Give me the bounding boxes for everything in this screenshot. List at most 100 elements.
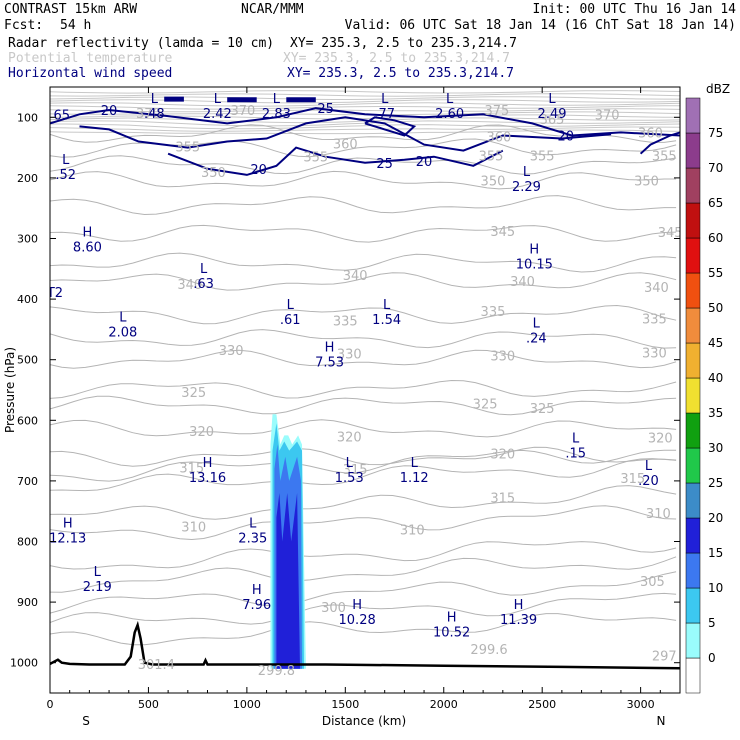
colorbar-level-label: 50 <box>708 301 723 315</box>
extremum-letter: L <box>548 92 556 107</box>
theta-label: 330 <box>490 349 515 364</box>
theta-contour <box>50 556 677 593</box>
extremum-letter: L <box>287 298 295 313</box>
extremum-letter: H <box>63 516 73 531</box>
field-name-theta: Potential temperature <box>8 51 173 66</box>
extremum-letter: L <box>119 310 127 325</box>
theta-label: 360 <box>486 131 511 146</box>
colorbar-swatch <box>685 412 701 449</box>
colorbar-swatch <box>685 307 701 344</box>
theta-label: 310 <box>400 523 425 538</box>
theta-label: 297 <box>652 649 677 664</box>
extremum-value: 2.19 <box>83 580 112 595</box>
field-xy-reflectivity: XY= 235.3, 2.5 to 235.3,214.7 <box>290 36 517 51</box>
extremum-letter: H <box>447 610 457 625</box>
colorbar-units: dBZ <box>706 82 730 96</box>
y-tick-label: 100 <box>17 111 38 124</box>
y-tick-label: 900 <box>17 596 38 609</box>
x-tick-label: 3000 <box>627 698 655 711</box>
theta-label: 320 <box>337 431 362 446</box>
theta-contour <box>50 99 680 104</box>
theta-label: 335 <box>642 312 667 327</box>
theta-label: 335 <box>481 305 506 320</box>
theta-label: 340 <box>644 281 669 296</box>
colorbar-level-label: 35 <box>708 406 723 420</box>
theta-contour <box>50 541 677 570</box>
colorbar-swatch <box>685 97 701 134</box>
theta-label: 310 <box>181 520 206 535</box>
theta-label: 325 <box>181 386 206 401</box>
x-tick-label: 2500 <box>528 698 556 711</box>
theta-label: 355 <box>652 149 677 164</box>
theta-label: 375 <box>484 104 509 119</box>
extremum-letter: L <box>411 456 419 471</box>
wind-speed-label: 20 <box>101 104 118 119</box>
colorbar-swatch <box>685 482 701 519</box>
wind-speed-contour <box>50 107 680 137</box>
reflectivity-20dbz <box>276 493 300 669</box>
y-tick-label: 800 <box>17 536 38 549</box>
colorbar-level-label: 30 <box>708 441 723 455</box>
y-tick-label: 200 <box>17 172 38 185</box>
colorbar-level-label: 45 <box>708 336 723 350</box>
theta-label: 320 <box>189 425 214 440</box>
colorbar-swatch <box>685 447 701 484</box>
extremum-letter: H <box>203 456 213 471</box>
x-tick-label: 500 <box>138 698 159 711</box>
wind-speed-contour <box>639 131 680 155</box>
extremum-value: 11.39 <box>500 613 537 628</box>
extremum-letter: H <box>252 583 262 598</box>
extremum-letter: L <box>151 92 159 107</box>
colorbar-level-label: 60 <box>708 231 723 245</box>
extremum-value: .61 <box>280 313 301 328</box>
theta-contour <box>50 96 680 100</box>
theta-contour <box>50 272 677 291</box>
theta-label: 345 <box>490 225 515 240</box>
theta-contour <box>50 446 677 467</box>
theta-contour-lines <box>50 90 680 646</box>
colorbar-swatch <box>685 377 701 414</box>
plot-frame <box>49 86 681 694</box>
extremum-value: .24 <box>526 331 547 346</box>
theta-contour <box>50 505 677 541</box>
extremum-letter: L <box>533 316 541 331</box>
colorbar-swatch <box>685 202 701 239</box>
x-axis-end-south: S <box>82 714 90 728</box>
forecast-label: Fcst: <box>4 18 43 33</box>
extremum-value: 10.15 <box>516 257 553 272</box>
colorbar-swatch <box>685 342 701 379</box>
theta-label: 340 <box>177 278 202 293</box>
extremum-letter: L <box>381 92 389 107</box>
theta-label: 340 <box>343 269 368 284</box>
theta-contour <box>50 329 677 349</box>
wind-speed-label: 65 <box>54 108 71 123</box>
wind-speed-contour <box>364 116 417 137</box>
wind-speed-label: 20 <box>558 129 575 144</box>
theta-contour <box>50 224 677 243</box>
colorbar-swatch <box>685 622 701 659</box>
theta-contour <box>50 592 677 625</box>
theta-contour <box>50 90 680 94</box>
theta-label: 299.8 <box>258 664 295 679</box>
colorbar-level-label: 20 <box>708 511 723 525</box>
field-name-reflectivity: Radar reflectivity (lamda = 10 cm) <box>8 36 274 51</box>
colorbar-swatch <box>685 237 701 274</box>
reflectivity-colorbar: 0 5 10 15 20 25 30 35 40 45 50 55 60 65 70 75 <box>685 97 723 694</box>
colorbar-level-label: 15 <box>708 546 723 560</box>
y-tick-label: 700 <box>17 475 38 488</box>
colorbar-swatch <box>685 272 701 309</box>
extremum-letter: L <box>273 92 281 107</box>
theta-contour <box>50 485 677 520</box>
extremum-value: .15 <box>565 447 586 462</box>
theta-label: 330 <box>337 348 362 363</box>
theta-contour <box>50 126 680 132</box>
theta-contour <box>50 123 680 130</box>
x-axis-end-north: N <box>657 714 666 728</box>
extremum-letter: L <box>214 92 222 107</box>
field-xy-wind: XY= 235.3, 2.5 to 235.3,214.7 <box>287 66 514 81</box>
theta-contour <box>50 170 677 190</box>
